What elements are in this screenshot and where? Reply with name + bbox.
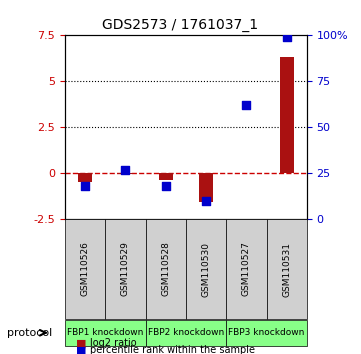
Point <box>203 198 209 204</box>
FancyBboxPatch shape <box>65 219 105 319</box>
Bar <box>159 173 173 180</box>
Text: ■: ■ <box>76 338 86 348</box>
Bar <box>239 172 253 173</box>
Point <box>243 103 249 108</box>
FancyBboxPatch shape <box>226 219 266 319</box>
Text: GSM110530: GSM110530 <box>201 241 210 297</box>
Text: protocol: protocol <box>7 328 52 338</box>
Text: GSM110531: GSM110531 <box>282 241 291 297</box>
Point <box>82 183 88 189</box>
Text: GSM110527: GSM110527 <box>242 241 251 297</box>
Bar <box>118 173 132 175</box>
Text: percentile rank within the sample: percentile rank within the sample <box>90 346 255 354</box>
Text: GSM110529: GSM110529 <box>121 241 130 297</box>
Point <box>122 167 128 173</box>
Text: log2 ratio: log2 ratio <box>90 338 137 348</box>
Bar <box>78 173 92 182</box>
Text: GSM110528: GSM110528 <box>161 241 170 297</box>
FancyBboxPatch shape <box>145 320 226 346</box>
Point <box>163 183 169 189</box>
Text: ■: ■ <box>76 346 86 354</box>
Bar <box>280 57 294 173</box>
FancyBboxPatch shape <box>145 219 186 319</box>
Point <box>284 34 290 40</box>
Text: FBP3 knockdown: FBP3 knockdown <box>229 328 305 337</box>
Bar <box>199 173 213 202</box>
FancyBboxPatch shape <box>186 219 226 319</box>
Text: GSM110526: GSM110526 <box>81 241 90 297</box>
FancyBboxPatch shape <box>105 219 145 319</box>
Text: FBP2 knockdown: FBP2 knockdown <box>148 328 224 337</box>
FancyBboxPatch shape <box>65 320 145 346</box>
Text: FBP1 knockdown: FBP1 knockdown <box>67 328 143 337</box>
FancyBboxPatch shape <box>266 219 307 319</box>
FancyBboxPatch shape <box>226 320 307 346</box>
Text: GDS2573 / 1761037_1: GDS2573 / 1761037_1 <box>103 18 258 32</box>
